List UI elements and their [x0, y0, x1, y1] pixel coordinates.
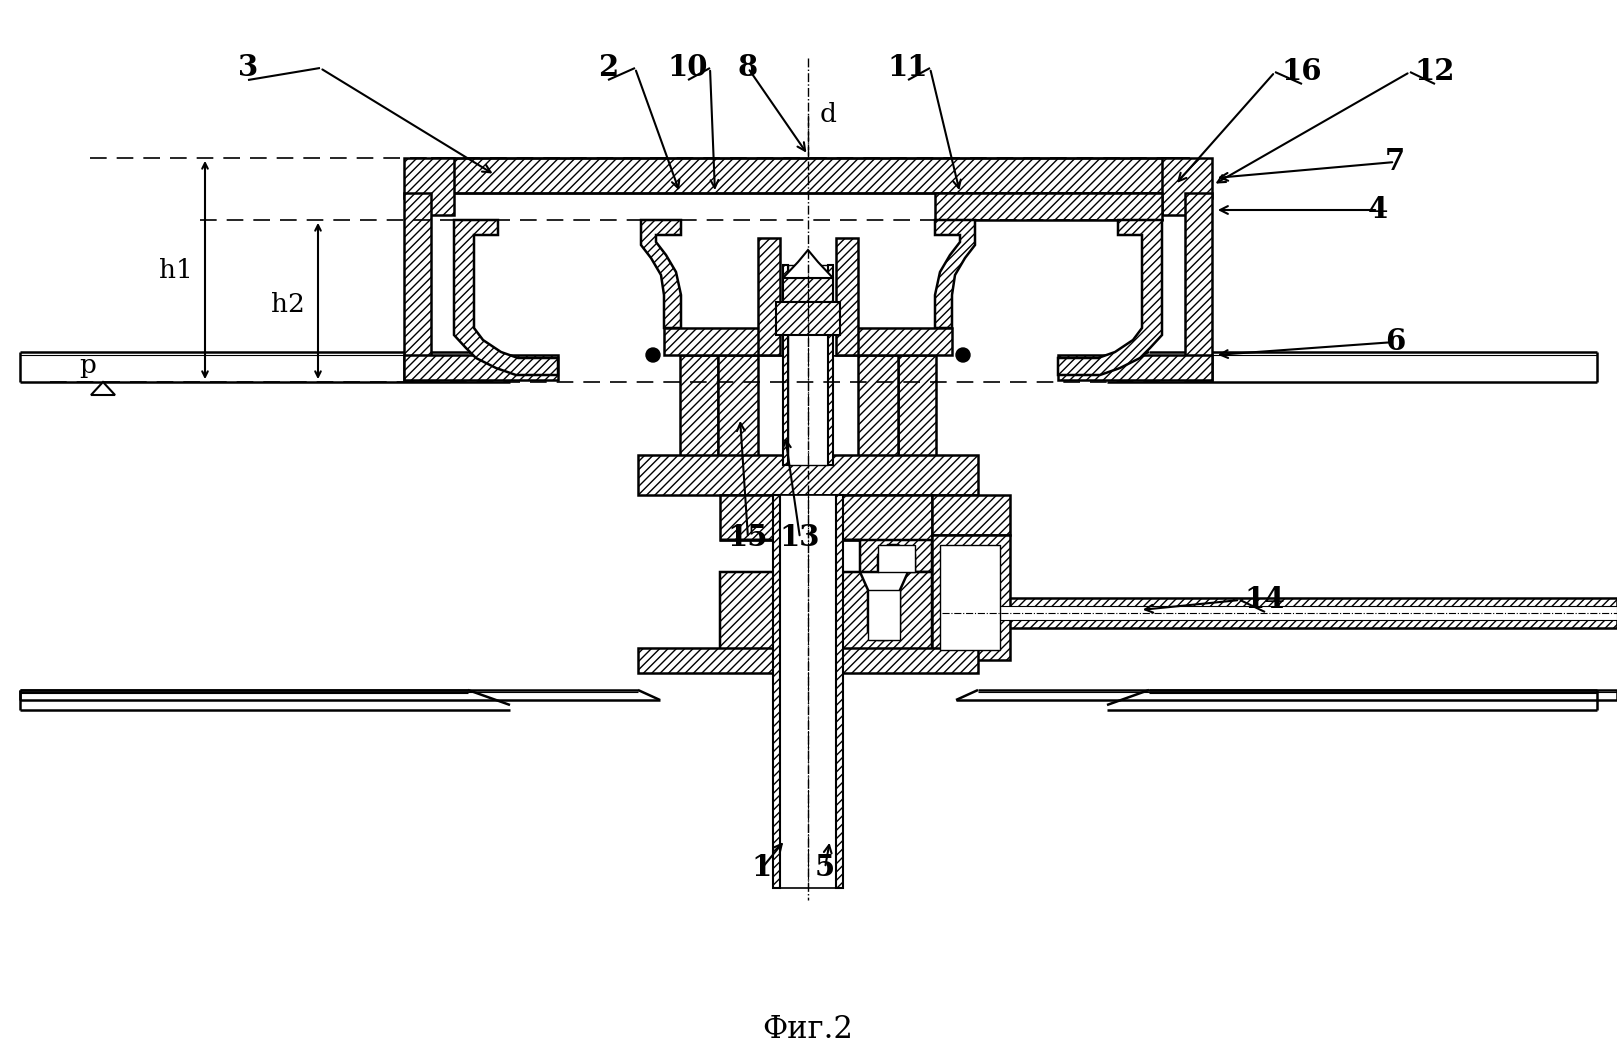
Polygon shape: [432, 158, 1188, 193]
Polygon shape: [1163, 158, 1213, 215]
Polygon shape: [776, 302, 839, 335]
Text: 2: 2: [598, 54, 618, 83]
Polygon shape: [943, 606, 1617, 620]
Polygon shape: [787, 264, 828, 466]
Polygon shape: [404, 355, 558, 380]
Polygon shape: [783, 250, 833, 278]
Polygon shape: [828, 264, 833, 466]
Polygon shape: [773, 495, 779, 888]
Text: 7: 7: [1384, 147, 1405, 177]
Text: 12: 12: [1415, 57, 1455, 87]
Text: 15: 15: [728, 524, 768, 552]
Polygon shape: [404, 193, 432, 380]
Polygon shape: [1058, 355, 1213, 380]
Polygon shape: [718, 355, 758, 466]
Text: 16: 16: [1282, 57, 1323, 87]
Polygon shape: [779, 495, 836, 888]
Text: 6: 6: [1384, 328, 1405, 357]
Polygon shape: [758, 238, 779, 355]
Text: 10: 10: [668, 54, 708, 83]
Polygon shape: [868, 590, 901, 640]
Polygon shape: [931, 535, 1011, 660]
Polygon shape: [939, 545, 999, 650]
Polygon shape: [720, 495, 931, 540]
Text: 4: 4: [1368, 196, 1387, 224]
Text: Фиг.2: Фиг.2: [763, 1015, 854, 1045]
Text: 11: 11: [888, 54, 928, 83]
Polygon shape: [897, 355, 936, 466]
Circle shape: [956, 348, 970, 362]
Polygon shape: [639, 455, 978, 495]
Text: 5: 5: [815, 854, 834, 882]
Polygon shape: [640, 220, 681, 328]
Polygon shape: [859, 355, 897, 466]
Polygon shape: [878, 545, 915, 572]
Text: h1: h1: [158, 257, 192, 282]
Text: 1: 1: [752, 854, 773, 882]
Polygon shape: [639, 647, 978, 673]
Polygon shape: [758, 238, 859, 355]
Text: 8: 8: [737, 54, 758, 83]
Polygon shape: [720, 540, 931, 572]
Polygon shape: [836, 495, 842, 888]
Polygon shape: [665, 328, 952, 355]
Polygon shape: [931, 495, 1011, 535]
Polygon shape: [720, 572, 931, 660]
Polygon shape: [1185, 193, 1213, 380]
Polygon shape: [91, 382, 115, 395]
Polygon shape: [404, 158, 454, 215]
Text: 13: 13: [779, 524, 820, 552]
Text: d: d: [820, 103, 838, 128]
Polygon shape: [783, 278, 833, 302]
Polygon shape: [454, 220, 558, 375]
Polygon shape: [1058, 220, 1163, 375]
Text: 14: 14: [1245, 585, 1286, 615]
Polygon shape: [681, 355, 718, 466]
Text: 3: 3: [238, 54, 259, 83]
Polygon shape: [836, 238, 859, 355]
Text: h2: h2: [272, 292, 306, 317]
Polygon shape: [935, 220, 975, 328]
Polygon shape: [935, 193, 1163, 220]
Circle shape: [647, 348, 660, 362]
Polygon shape: [783, 264, 787, 466]
Text: p: p: [79, 352, 97, 378]
Polygon shape: [931, 598, 1617, 628]
